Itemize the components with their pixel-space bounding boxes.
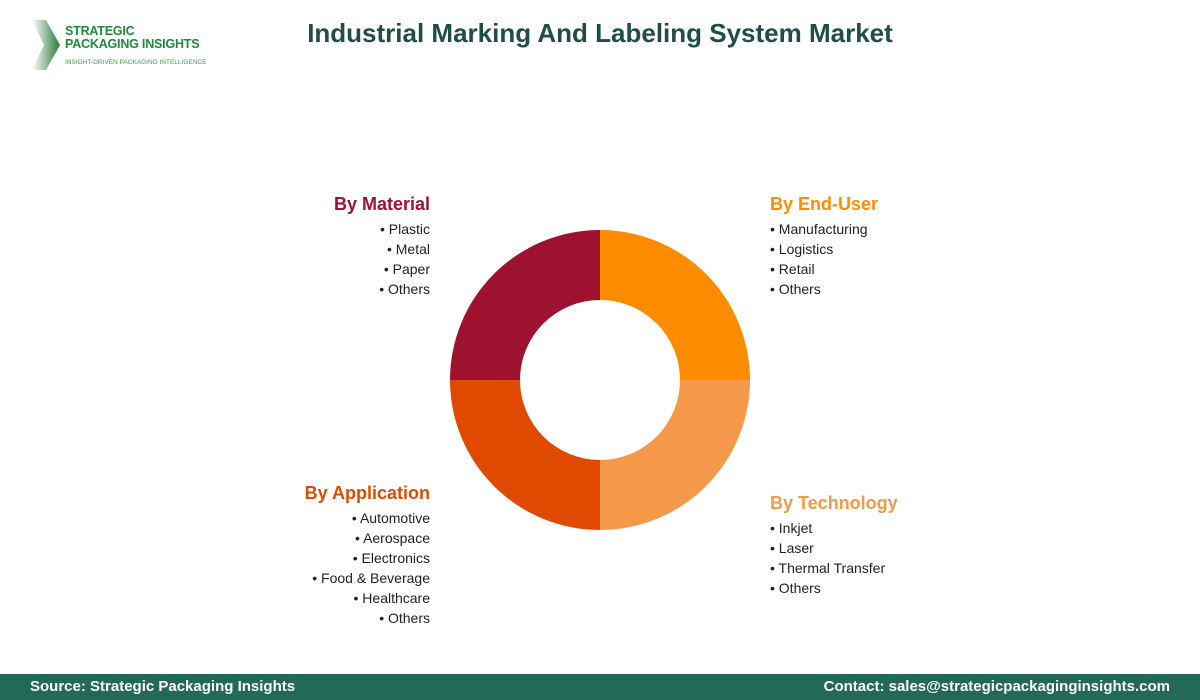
segment-title: By Material — [333, 194, 430, 214]
list-item: Others — [770, 578, 898, 598]
list-item: Paper — [334, 259, 430, 279]
list-item: Laser — [770, 538, 898, 558]
page-title: Industrial Marking And Labeling System M… — [307, 18, 893, 48]
list-item: Inkjet — [770, 518, 898, 538]
list-item: Others — [770, 279, 878, 299]
segment-title: By Application — [304, 483, 430, 503]
list-item: Thermal Transfer — [770, 558, 898, 578]
logo-tagline: INSIGHT-DRIVEN PACKAGING INTELLIGENCE — [65, 59, 207, 66]
list-item: Others — [334, 279, 430, 299]
logo-chevron-icon — [32, 20, 60, 70]
segment-title: By Technology — [770, 493, 898, 513]
list-item: Metal — [334, 239, 430, 259]
segment-material-list: By Material PlasticMetalPaperOthers — [334, 193, 430, 299]
segment-material — [450, 230, 600, 380]
list-item: Retail — [770, 259, 878, 279]
segment-end-user-list: By End-User ManufacturingLogisticsRetail… — [770, 193, 878, 299]
source-text: Source: Strategic Packaging Insights — [30, 678, 296, 695]
list-item: Manufacturing — [770, 219, 878, 239]
segment-application — [450, 380, 600, 530]
donut-chart — [450, 230, 750, 530]
list-item: Electronics — [305, 548, 430, 568]
list-item: Others — [305, 608, 430, 628]
segment-application-list: By Application AutomotiveAerospaceElectr… — [305, 482, 430, 628]
logo: STRATEGIC PACKAGING INSIGHTS INSIGHT-DRIV… — [32, 18, 212, 73]
logo-text: STRATEGIC PACKAGING INSIGHTS — [65, 24, 200, 51]
segment-technology-list: By Technology InkjetLaserThermal Transfe… — [770, 492, 898, 598]
list-item: Aerospace — [305, 528, 430, 548]
footer: Source: Strategic Packaging Insights Con… — [0, 674, 1200, 700]
segment-technology — [600, 380, 750, 530]
list-item: Automotive — [305, 508, 430, 528]
list-item: Plastic — [334, 219, 430, 239]
segment-title: By End-User — [770, 194, 879, 214]
list-item: Food & Beverage — [305, 568, 430, 588]
list-item: Logistics — [770, 239, 878, 259]
contact-text: Contact: sales@strategicpackaginginsight… — [823, 678, 1170, 695]
list-item: Healthcare — [305, 588, 430, 608]
segment-end-user — [600, 230, 750, 380]
